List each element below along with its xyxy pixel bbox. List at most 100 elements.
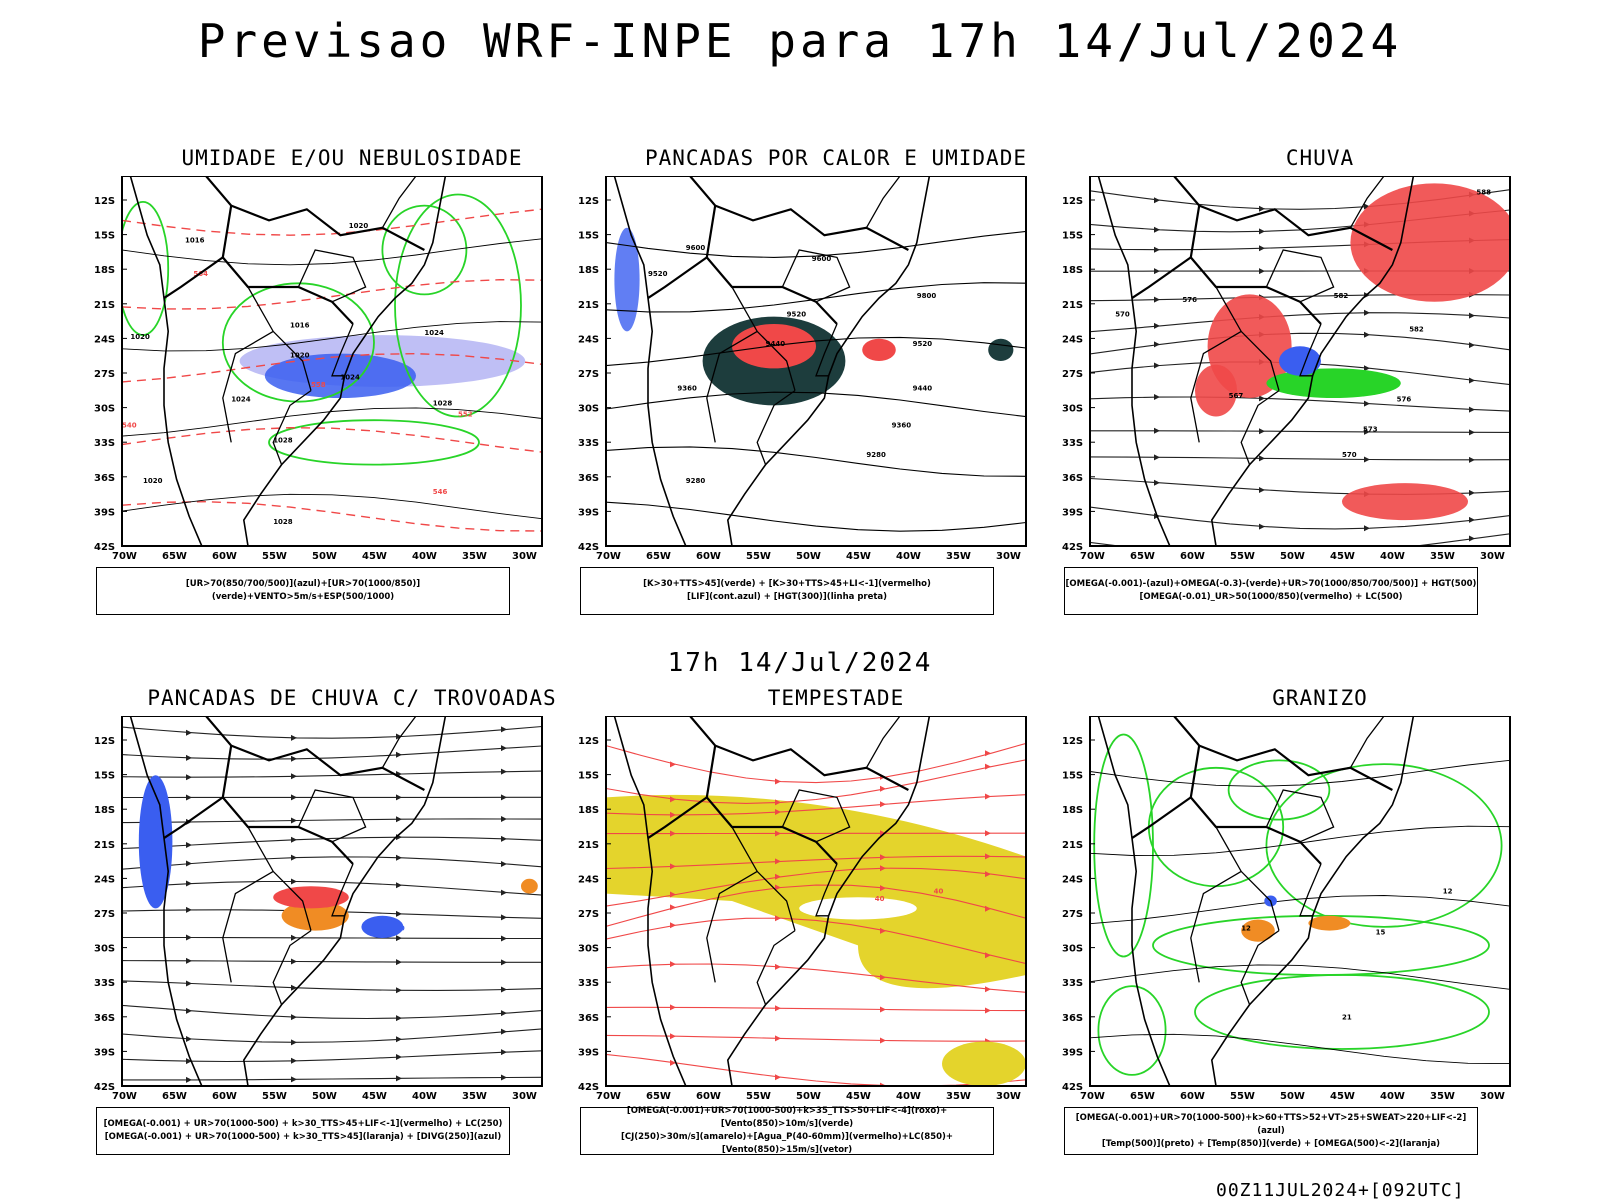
lat-tick-label: 18S bbox=[1062, 265, 1083, 276]
legend-line: [OMEGA(-0.001)+UR>70(1000-500)+k>35_TTS>… bbox=[581, 1105, 993, 1131]
lat-tick-label: 15S bbox=[94, 231, 115, 242]
contour-label: 552 bbox=[458, 411, 473, 419]
lon-tick-label: 50W bbox=[796, 551, 821, 562]
contour-label: 588 bbox=[1476, 189, 1491, 197]
lat-tick-label: 36S bbox=[94, 1013, 115, 1024]
jet-stream-area bbox=[942, 1042, 1026, 1086]
lat-tick-label: 24S bbox=[1062, 874, 1083, 885]
contour-label: 1020 bbox=[349, 222, 369, 230]
lat-tick-label: 36S bbox=[578, 473, 599, 484]
contour-label: 9360 bbox=[892, 422, 912, 430]
lat-tick-label: 15S bbox=[578, 771, 599, 782]
contour-label: 10 bbox=[395, 925, 405, 933]
lon-tick-label: 60W bbox=[696, 1091, 721, 1102]
panel-title: CHUVA bbox=[1060, 146, 1580, 170]
contour-label: 1020 bbox=[130, 333, 150, 341]
legend-box: [OMEGA(-0.001)+UR>70(1000-500)+k>60+TTS>… bbox=[1064, 1107, 1478, 1155]
legend-line: [OMEGA(-0.001)-(azul)+OMEGA(-0.3)-(verde… bbox=[1066, 578, 1477, 591]
contour-label: 546 bbox=[433, 488, 448, 496]
lon-tick-label: 55W bbox=[1230, 551, 1255, 562]
lon-tick-label: 65W bbox=[646, 1091, 671, 1102]
contour-label: 1028 bbox=[273, 436, 293, 444]
legend-box: [OMEGA(-0.001)+UR>70(1000-500)+k>35_TTS>… bbox=[580, 1107, 994, 1155]
lon-tick-label: 60W bbox=[212, 551, 237, 562]
lat-tick-label: 39S bbox=[94, 1047, 115, 1058]
lat-tick-label: 12S bbox=[94, 196, 115, 207]
lon-tick-label: 55W bbox=[746, 1091, 771, 1102]
lon-tick-label: 30W bbox=[512, 1091, 537, 1102]
map-background bbox=[1090, 716, 1510, 1086]
run-id: 00Z11JUL2024+[092UTC] bbox=[1216, 1180, 1465, 1201]
legend-box: [K>30+TTS>45](verde) + [K>30+TTS>45+LI<-… bbox=[580, 567, 994, 615]
lat-tick-label: 21S bbox=[94, 840, 115, 851]
contour-label: 10 bbox=[156, 825, 166, 833]
contour-label: 1024 bbox=[424, 329, 444, 337]
lon-tick-label: 45W bbox=[846, 551, 871, 562]
contour-label: 1028 bbox=[433, 399, 453, 407]
lon-tick-label: 60W bbox=[1180, 1091, 1205, 1102]
contour-label: 9520 bbox=[787, 311, 807, 319]
legend-line: [K>30+TTS>45](verde) + [K>30+TTS>45+LI<-… bbox=[643, 578, 931, 591]
contour-label: 21 bbox=[1342, 1013, 1352, 1021]
forecast-map: 1016102010161024102010241028102010281024… bbox=[92, 176, 552, 568]
lon-tick-label: 70W bbox=[112, 1091, 137, 1102]
rain-area bbox=[1342, 483, 1468, 520]
lat-tick-label: 27S bbox=[578, 369, 599, 380]
contour-label: 40 bbox=[875, 895, 885, 903]
lat-tick-label: 33S bbox=[1062, 978, 1083, 989]
contour-label: 573 bbox=[1363, 425, 1378, 433]
lon-tick-label: 50W bbox=[1280, 1091, 1305, 1102]
contour-label: 12 bbox=[1241, 925, 1251, 933]
contour-label: 12 bbox=[1443, 888, 1453, 896]
lat-tick-label: 21S bbox=[1062, 300, 1083, 311]
lat-tick-label: 24S bbox=[94, 334, 115, 345]
lat-tick-label: 24S bbox=[1062, 334, 1083, 345]
contour-label: 9800 bbox=[917, 292, 937, 300]
contour-label: 9440 bbox=[913, 385, 933, 393]
lat-tick-label: 24S bbox=[578, 334, 599, 345]
map-layers: 10 10 bbox=[122, 716, 542, 1086]
contour-label: 582 bbox=[1409, 325, 1424, 333]
strong-instability-area bbox=[862, 339, 896, 361]
lon-tick-label: 65W bbox=[162, 551, 187, 562]
lat-tick-label: 27S bbox=[578, 909, 599, 920]
lat-tick-label: 27S bbox=[94, 369, 115, 380]
legend-line: [UR>70(850/700/500)](azul)+[UR>70(1000/8… bbox=[97, 578, 509, 604]
instability-area bbox=[988, 339, 1013, 361]
legend-line: [LIF](cont.azul) + [HGT(300)](linha pret… bbox=[687, 591, 887, 604]
lat-tick-label: 21S bbox=[578, 300, 599, 311]
lon-tick-label: 45W bbox=[362, 551, 387, 562]
lat-tick-label: 15S bbox=[1062, 771, 1083, 782]
lon-tick-label: 70W bbox=[1080, 551, 1105, 562]
contour-label: 1016 bbox=[290, 322, 310, 330]
legend-line: [Temp(500)](preto) + [Temp(850)](verde) … bbox=[1102, 1138, 1440, 1151]
lat-tick-label: 33S bbox=[1062, 438, 1083, 449]
lon-tick-label: 40W bbox=[1380, 551, 1405, 562]
lat-tick-label: 36S bbox=[1062, 473, 1083, 484]
lon-tick-label: 35W bbox=[462, 1091, 487, 1102]
lon-tick-label: 50W bbox=[312, 551, 337, 562]
streamline-arrow bbox=[1259, 553, 1265, 559]
lon-tick-label: 70W bbox=[596, 1091, 621, 1102]
rain-area bbox=[1350, 183, 1518, 301]
lat-tick-label: 33S bbox=[94, 978, 115, 989]
lat-tick-label: 30S bbox=[578, 404, 599, 415]
legend-line: [OMEGA(-0.01)_UR>50(1000/850)(vermelho) … bbox=[1139, 591, 1402, 604]
lon-tick-label: 35W bbox=[946, 551, 971, 562]
lon-tick-label: 65W bbox=[1130, 551, 1155, 562]
lon-tick-label: 35W bbox=[1430, 551, 1455, 562]
instability-area bbox=[521, 879, 538, 894]
lon-tick-label: 45W bbox=[846, 1091, 871, 1102]
lon-tick-label: 65W bbox=[162, 1091, 187, 1102]
contour-label: 9360 bbox=[677, 385, 697, 393]
lon-tick-label: 45W bbox=[1330, 551, 1355, 562]
lat-tick-label: 30S bbox=[94, 944, 115, 955]
contour-label: 582 bbox=[1334, 292, 1349, 300]
